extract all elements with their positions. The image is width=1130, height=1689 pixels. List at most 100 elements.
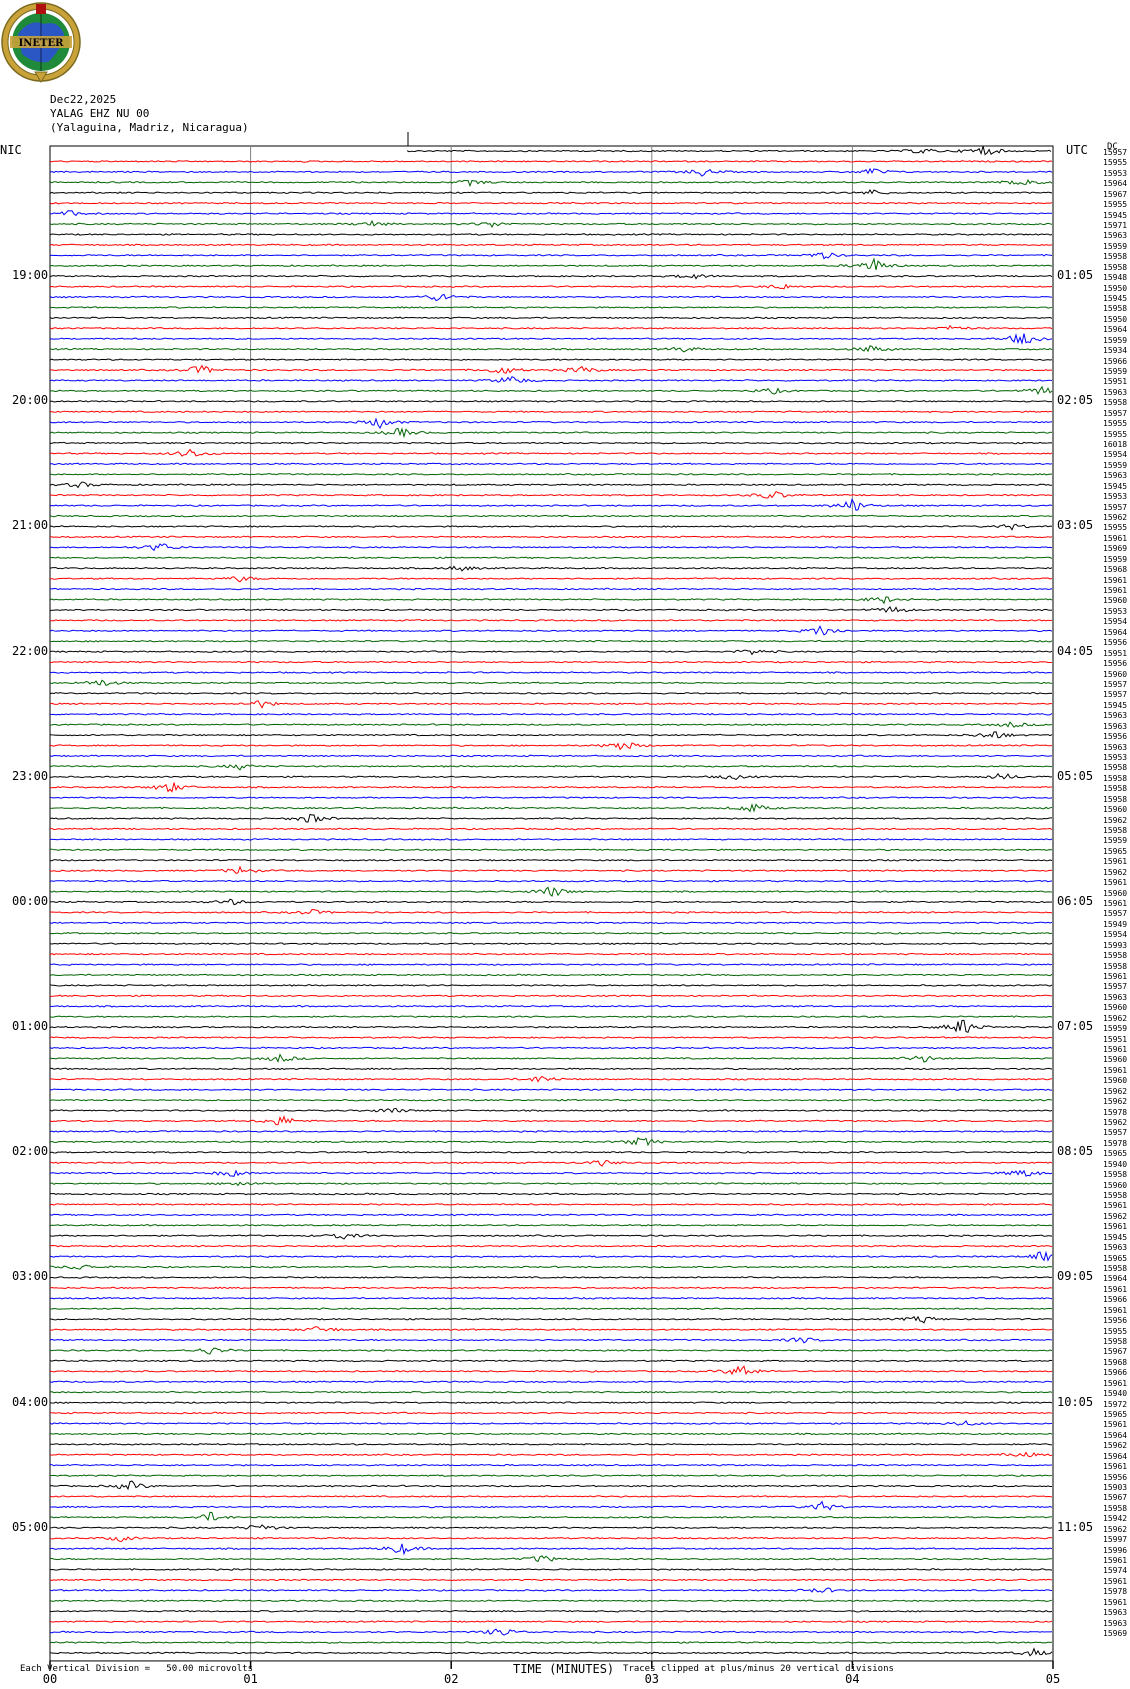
seismic-trace [49, 210, 1053, 217]
dc-offset-label: 15962 [1103, 1441, 1128, 1451]
seismic-trace [50, 364, 1053, 374]
seismic-trace [49, 179, 1053, 188]
dc-offset-label: 15940 [1103, 1159, 1128, 1169]
right-time-label: 06:05 [1057, 893, 1094, 908]
dc-offset-label: 15958 [1103, 951, 1128, 961]
left-time-label: 19:00 [12, 268, 49, 283]
seismic-trace [49, 160, 1053, 163]
dc-offset-label: 15955 [1103, 1326, 1128, 1336]
dc-offset-label: 15965 [1103, 846, 1128, 856]
dc-offset-label: 15945 [1103, 1232, 1128, 1242]
dc-offset-label: 15972 [1103, 1399, 1128, 1409]
dc-offset-label: 15962 [1103, 1211, 1128, 1221]
dc-offset-label: 15958 [1103, 1503, 1128, 1513]
dc-offset-label: 15957 [1103, 909, 1128, 919]
seismic-trace [49, 973, 1053, 977]
scale-note: Each Vertical Division = 50.00 microvolt… [20, 1664, 253, 1674]
seismic-trace [49, 1390, 1053, 1394]
right-time-label: 03:05 [1057, 518, 1094, 533]
dc-offset-label: 15964 [1103, 1451, 1128, 1461]
dc-offset-label: 15965 [1103, 1410, 1128, 1420]
dc-offset-label: 15951 [1103, 1034, 1128, 1044]
dc-offset-label: 15966 [1103, 1295, 1128, 1305]
dc-offset-label: 15955 [1103, 523, 1128, 533]
dc-offset-label: 15963 [1103, 721, 1128, 731]
seismic-trace [49, 1620, 1053, 1623]
dc-offset-label: 15957 [1103, 982, 1128, 992]
dc-offset-label: 15966 [1103, 1368, 1128, 1378]
dc-offset-label: 15961 [1103, 1044, 1128, 1054]
seismic-trace [49, 1420, 1053, 1426]
dc-offset-label: 15958 [1103, 825, 1128, 835]
left-time-label: 05:00 [12, 1519, 49, 1534]
seismic-trace [49, 565, 1053, 572]
seismic-trace [49, 316, 1053, 320]
seismic-trace [49, 1067, 1053, 1071]
seismic-trace [49, 1296, 1053, 1300]
seismic-trace [49, 1019, 1053, 1033]
x-tick-label: 04 [845, 1672, 859, 1686]
dc-offset-label: 15957 [1103, 1128, 1128, 1138]
dc-offset-label: 15960 [1103, 669, 1128, 679]
dc-offset-label: 15957 [1103, 690, 1128, 700]
seismic-trace [49, 410, 1053, 414]
dc-offset-label: 16018 [1103, 440, 1128, 450]
seismic-trace [49, 189, 1053, 195]
seismic-trace [49, 1451, 1053, 1458]
seismic-trace [49, 1233, 1053, 1240]
seismic-trace [49, 606, 1053, 614]
logo-text: INETER [19, 38, 65, 49]
seismic-trace [49, 1213, 1053, 1217]
dc-offset-label: 15956 [1103, 1472, 1128, 1482]
seismic-trace [50, 639, 1053, 643]
right-time-label: 11:05 [1057, 1519, 1094, 1534]
dc-offset-label: 15966 [1103, 356, 1128, 366]
seismic-trace [49, 1181, 1053, 1187]
dc-offset-label: 15953 [1103, 606, 1128, 616]
dc-offset-label: 15967 [1103, 189, 1128, 199]
seismic-trace [49, 1053, 1053, 1063]
dc-offset-label: 15962 [1103, 815, 1128, 825]
dc-offset-label: 15962 [1103, 1013, 1128, 1023]
dc-offset-label: 15957 [1103, 148, 1128, 157]
seismic-trace [49, 1015, 1053, 1018]
seismic-trace [50, 1326, 1053, 1332]
dc-offset-label: 15958 [1103, 773, 1128, 783]
dc-offset-label: 15963 [1103, 742, 1128, 752]
dc-offset-label: 15934 [1103, 346, 1128, 356]
dc-offset-label: 15948 [1103, 273, 1128, 283]
dc-offset-label: 15951 [1103, 377, 1128, 387]
seismic-trace [49, 1244, 1053, 1248]
dc-offset-label: 15959 [1103, 1024, 1128, 1034]
station-label: YALAG EHZ NU 00 [50, 107, 150, 120]
seismic-trace [406, 145, 1052, 156]
header-bracket [50, 132, 1053, 147]
dc-offset-label: 15959 [1103, 367, 1128, 377]
location-label: (Yalaguina, Madriz, Nicaragua) [50, 121, 249, 134]
dc-offset-label: 15951 [1103, 648, 1128, 658]
seismic-trace [49, 596, 1053, 605]
seismic-trace [49, 803, 1053, 813]
dc-offset-label: 15958 [1103, 1337, 1128, 1347]
dc-offset-label: 15960 [1103, 596, 1128, 606]
dc-offset-label: 15964 [1103, 179, 1128, 189]
dc-offset-label: 15963 [1103, 387, 1128, 397]
dc-offset-label: 15993 [1103, 940, 1128, 950]
left-timezone-label: NIC [0, 143, 22, 157]
seismic-trace [49, 1401, 1053, 1404]
seismic-trace [49, 649, 1053, 656]
seismic-trace [49, 1463, 1053, 1467]
seismic-trace [49, 994, 1052, 998]
dc-offset-label: 15961 [1103, 878, 1128, 888]
dc-offset-label: 15955 [1103, 419, 1128, 429]
seismic-trace [50, 1315, 1053, 1324]
seismic-trace [49, 345, 1053, 353]
dc-offset-label: 15958 [1103, 961, 1128, 971]
dc-offset-label: 15962 [1103, 513, 1128, 523]
dc-offset-label: 15954 [1103, 930, 1128, 940]
seismic-trace [49, 543, 1053, 552]
dc-offset-label: 15950 [1103, 314, 1128, 324]
dc-offset-label: 15959 [1103, 241, 1128, 251]
dc-offset-label: 15960 [1103, 1055, 1128, 1065]
